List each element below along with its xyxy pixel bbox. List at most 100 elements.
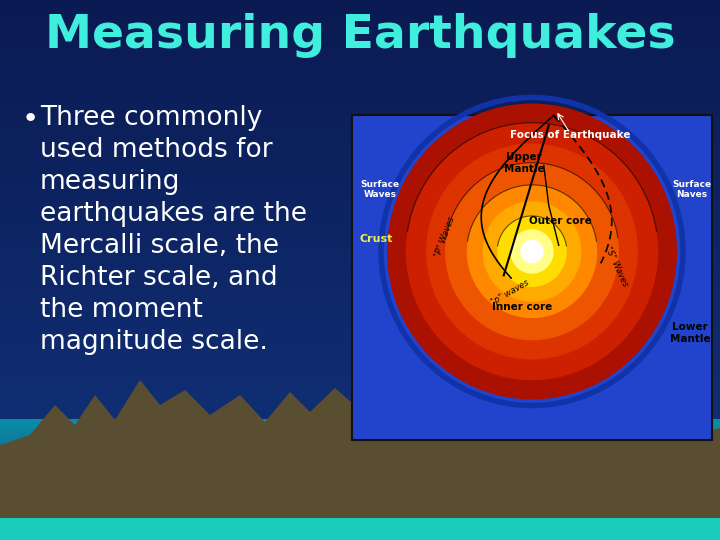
Bar [0, 94, 720, 97]
Bar [0, 384, 720, 387]
Ellipse shape [510, 230, 554, 274]
Bar [0, 89, 720, 92]
Bar [0, 202, 720, 205]
Bar [0, 156, 720, 158]
Bar [0, 392, 720, 394]
Bar [0, 310, 720, 313]
Bar [0, 173, 720, 177]
Bar [0, 141, 720, 144]
Bar [0, 112, 720, 115]
Bar [0, 21, 720, 23]
Bar [0, 168, 720, 171]
Bar [0, 208, 720, 211]
Bar [0, 64, 720, 66]
Bar [0, 505, 720, 508]
Bar [0, 497, 720, 501]
Bar [0, 267, 720, 270]
Bar [0, 159, 720, 162]
Bar [0, 107, 720, 110]
Bar [0, 219, 720, 221]
Bar [0, 436, 720, 439]
Bar [0, 528, 720, 531]
Bar [0, 132, 720, 135]
Bar [0, 184, 720, 187]
Bar [0, 408, 720, 410]
Bar [0, 507, 720, 509]
Bar [0, 26, 720, 29]
Bar [0, 190, 720, 193]
Bar [0, 172, 720, 174]
Bar [0, 265, 720, 268]
Bar [0, 118, 720, 120]
Bar [0, 44, 720, 47]
Bar [0, 152, 720, 155]
Bar [0, 366, 720, 369]
Bar [0, 76, 720, 79]
Bar [0, 145, 720, 147]
Bar [0, 303, 720, 306]
Bar [0, 80, 720, 83]
Bar [0, 325, 720, 328]
Bar [0, 395, 720, 398]
Bar [0, 453, 720, 455]
Bar [0, 404, 720, 407]
Bar [0, 19, 720, 22]
Bar [0, 490, 720, 493]
Bar [0, 246, 720, 248]
Bar [0, 143, 720, 146]
Bar [0, 386, 720, 389]
Bar [0, 402, 720, 405]
Text: Surface
Waves: Surface Waves [361, 180, 400, 199]
Bar [0, 443, 720, 447]
Bar [0, 296, 720, 299]
Bar [0, 418, 720, 421]
Bar [0, 200, 720, 204]
Bar [0, 15, 720, 18]
Bar [0, 103, 720, 106]
Bar [0, 535, 720, 538]
Bar [0, 519, 720, 522]
Bar [0, 323, 720, 326]
Bar [0, 350, 720, 353]
Bar [0, 370, 720, 373]
Bar [0, 123, 720, 126]
Bar [0, 301, 720, 304]
Bar [0, 69, 720, 72]
Bar [0, 354, 720, 356]
Bar [0, 193, 720, 196]
Ellipse shape [387, 104, 677, 400]
Bar [0, 177, 720, 180]
Bar [0, 226, 720, 228]
Bar [0, 470, 720, 474]
Bar [0, 481, 720, 484]
Bar [0, 38, 720, 42]
Bar [0, 379, 720, 382]
Bar [0, 503, 720, 506]
Bar [0, 359, 720, 362]
Bar [0, 389, 720, 393]
Bar [0, 73, 720, 76]
Bar [0, 294, 720, 297]
Bar [0, 440, 720, 443]
Bar [0, 161, 720, 164]
Bar [0, 516, 720, 518]
Bar [0, 451, 720, 454]
Bar [0, 264, 720, 266]
Bar [0, 517, 720, 520]
Bar [0, 192, 720, 194]
Bar [0, 460, 720, 463]
Bar [0, 537, 720, 540]
Bar [0, 227, 720, 231]
Bar [0, 447, 720, 450]
Bar [0, 276, 720, 279]
Text: Inner core: Inner core [492, 301, 552, 312]
Bar [0, 273, 720, 275]
Bar [0, 224, 720, 227]
Bar [0, 28, 720, 31]
Bar [0, 14, 720, 16]
Bar [0, 150, 720, 153]
Bar [0, 485, 720, 488]
Bar [0, 415, 720, 417]
Bar [0, 442, 720, 444]
Ellipse shape [406, 123, 658, 380]
